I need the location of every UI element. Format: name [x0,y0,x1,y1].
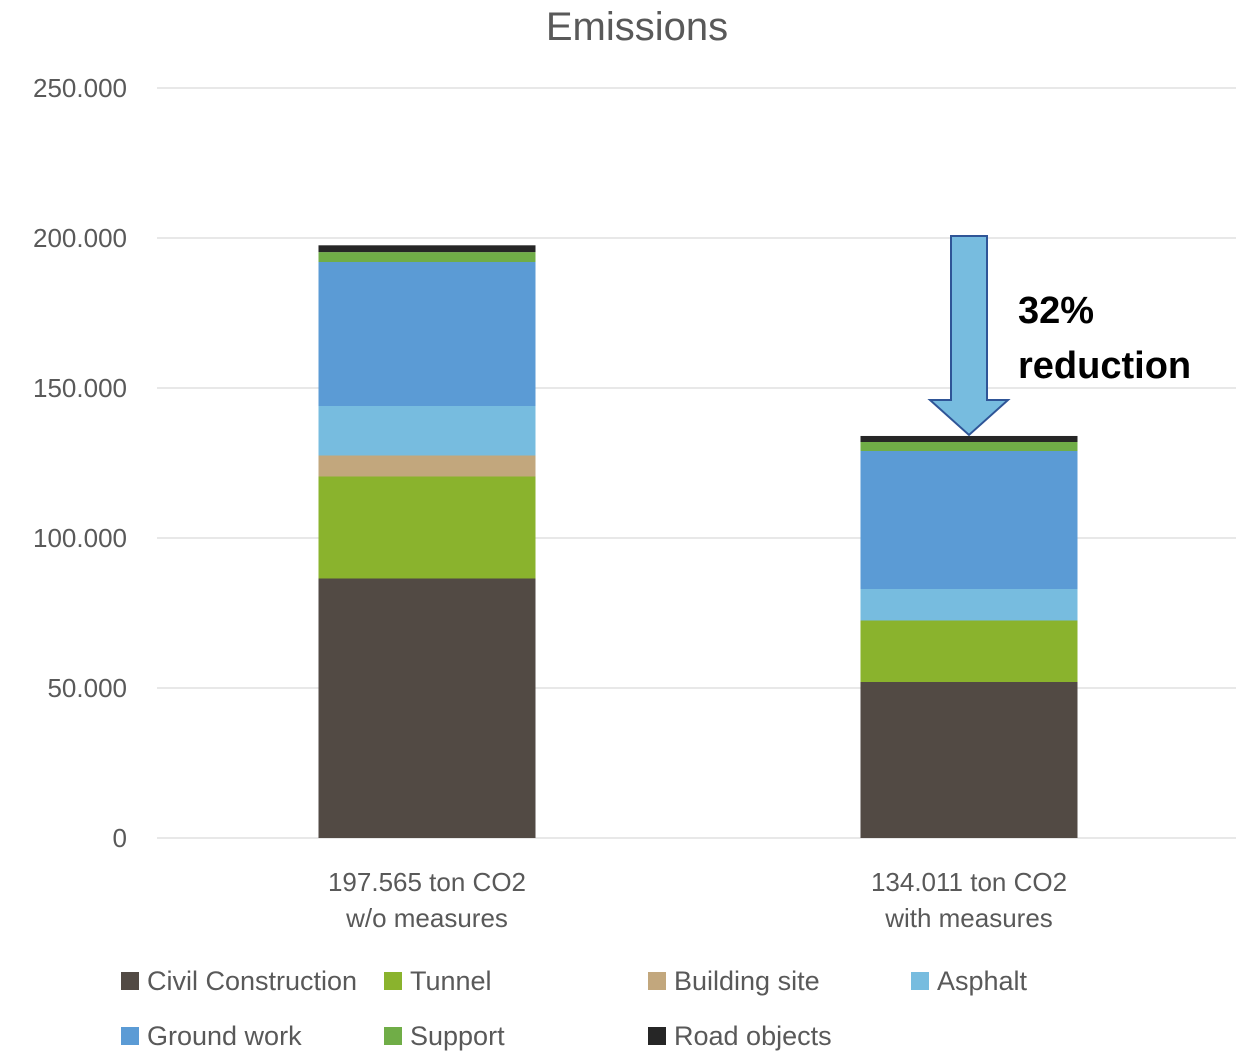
category-label: with measures [884,903,1053,933]
bar-segment [318,252,536,262]
legend-item: Building site [648,966,820,996]
y-tick-label: 150.000 [33,373,127,403]
bar-segment [860,682,1078,838]
y-tick-label: 250.000 [33,73,127,103]
legend-swatch [648,972,666,990]
bar-segment [860,442,1078,451]
bar-segment [860,589,1078,621]
y-tick-label: 100.000 [33,523,127,553]
category-labels: 197.565 ton CO2 w/o measures 134.011 ton C… [328,867,1067,933]
legend-swatch [121,1027,139,1045]
bar-segment [318,455,536,477]
legend-label: Road objects [674,1021,832,1051]
bar-segment [318,406,536,456]
bar-segment [318,245,536,253]
reduction-annotation: 32% reduction [927,235,1191,437]
category-label: 134.011 ton CO2 [871,867,1067,897]
y-tick-label: 0 [113,823,127,853]
y-tick-label: 200.000 [33,223,127,253]
legend-swatch [121,972,139,990]
down-arrow-icon [927,235,1011,437]
legend-swatch [384,972,402,990]
bar-segment [318,262,536,406]
legend-item: Tunnel [384,966,492,996]
bar-segment [318,578,536,838]
legend-item: Ground work [121,1021,302,1051]
legend-label: Building site [674,966,820,996]
bar-segment [860,620,1078,682]
stacked-bars [318,245,1078,838]
reduction-label: reduction [1018,345,1191,387]
legend-swatch [384,1027,402,1045]
legend-item: Road objects [648,1021,832,1051]
legend-label: Support [410,1021,505,1051]
legend-item: Civil Construction [121,966,357,996]
legend-item: Asphalt [911,966,1028,996]
legend-label: Tunnel [410,966,492,996]
legend-swatch [911,972,929,990]
y-tick-label: 50.000 [47,673,127,703]
legend-swatch [648,1027,666,1045]
bar-segment [318,476,536,579]
chart-title: Emissions [546,5,728,49]
category-label: 197.565 ton CO2 [328,867,526,897]
legend-item: Support [384,1021,505,1051]
legend-label: Asphalt [937,966,1028,996]
legend: Civil Construction Tunnel Building site Asp… [121,966,1028,1051]
legend-label: Ground work [147,1021,302,1051]
bar-segment [860,451,1078,589]
y-axis-ticks: 0 50.000 100.000 150.000 200.000 250.000 [33,73,127,853]
bar-segment [860,435,1078,442]
category-label: w/o measures [345,903,508,933]
legend-label: Civil Construction [147,966,357,996]
reduction-label: 32% [1018,290,1094,332]
